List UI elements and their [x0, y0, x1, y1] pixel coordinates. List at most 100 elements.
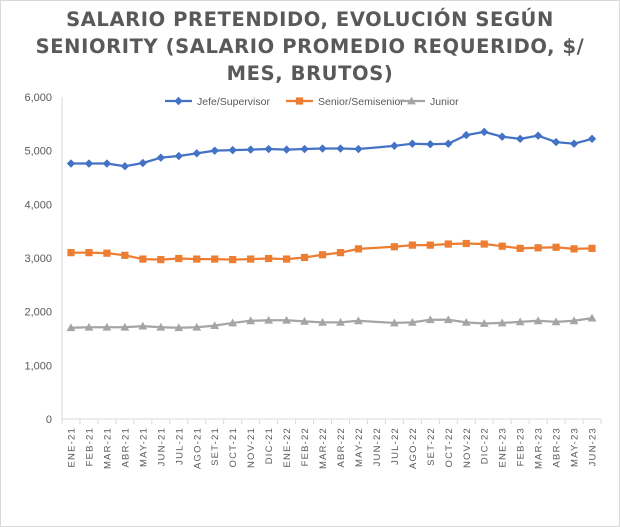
data-point [193, 255, 201, 263]
data-point [174, 323, 184, 332]
chart-title-line-2: SENIORITY (SALARIO PROMEDIO REQUERIDO, $… [35, 35, 585, 58]
y-tick-label: 4,000 [24, 199, 52, 211]
data-point [551, 137, 561, 147]
data-point [138, 158, 148, 168]
x-tick-label: SET-22 [426, 427, 437, 466]
data-point [264, 144, 273, 154]
data-point [479, 319, 489, 327]
x-tick-label: OCT-22 [444, 427, 455, 467]
data-point [84, 159, 94, 168]
data-point [66, 323, 76, 332]
x-tick-label: FEB-23 [516, 427, 527, 466]
data-point [389, 318, 399, 327]
data-point [229, 256, 237, 264]
data-point [570, 245, 578, 253]
x-tick-label: ABR-22 [336, 427, 347, 467]
x-tick-label: JUN-22 [372, 427, 383, 466]
data-point [516, 244, 524, 252]
data-point [84, 322, 94, 331]
data-point [426, 140, 435, 149]
data-point [139, 255, 147, 263]
data-point [210, 321, 220, 330]
data-point [587, 313, 597, 322]
data-point [295, 97, 304, 105]
x-tick-label: ENE-21 [66, 427, 77, 467]
x-tick-label: ENE-22 [282, 427, 293, 467]
series-line [69, 242, 594, 261]
data-point [390, 243, 398, 251]
data-point [282, 255, 291, 263]
data-point [282, 315, 291, 324]
data-point [569, 139, 579, 148]
data-point [138, 321, 148, 330]
data-point [121, 251, 129, 259]
data-point [67, 249, 75, 257]
x-tick-label: SET-21 [210, 427, 221, 466]
data-point [102, 159, 112, 168]
data-point [408, 139, 417, 148]
legend-label: Jefe/Supervisor [197, 96, 270, 108]
data-point [354, 316, 363, 325]
data-point [336, 249, 345, 257]
data-point [336, 144, 345, 153]
x-tick-label: ABR-21 [120, 427, 131, 467]
x-tick-label: JUN-23 [588, 427, 599, 466]
data-point [247, 255, 255, 263]
data-point [462, 239, 470, 248]
chart-title: SALARIO PRETENDIDO, EVOLUCIÓN SEGÚN SENI… [0, 6, 620, 87]
data-point [515, 317, 525, 326]
data-point [174, 151, 183, 161]
data-point [318, 251, 327, 259]
data-point [66, 159, 76, 168]
x-tick-label: NOV-21 [246, 427, 257, 468]
series-line [69, 130, 594, 168]
y-tick-label: 1,000 [24, 360, 52, 372]
y-tick-label: 6,000 [24, 92, 52, 104]
x-tick-label: JUN-21 [156, 427, 167, 466]
data-point [336, 318, 345, 326]
data-point [497, 132, 507, 141]
x-tick-label: ABR-23 [552, 427, 563, 467]
data-point [175, 254, 183, 263]
data-point [120, 322, 130, 331]
chart-title-line-1: SALARIO PRETENDIDO, EVOLUCIÓN SEGÚN [66, 8, 554, 31]
data-point [85, 249, 93, 257]
data-point [354, 144, 363, 154]
chart-title-line-3: MES, BRUTOS) [226, 62, 394, 85]
data-point [228, 318, 238, 327]
data-point [498, 242, 506, 250]
data-point [569, 316, 579, 325]
data-point [228, 145, 237, 155]
x-tick-label: MAY-21 [138, 427, 149, 467]
x-tick-label: OCT-21 [228, 427, 239, 467]
data-point [390, 141, 399, 151]
data-point [210, 146, 219, 155]
data-point [552, 243, 560, 251]
data-point [211, 255, 219, 263]
data-point [102, 322, 112, 331]
data-point [354, 245, 363, 253]
data-point [174, 96, 183, 106]
x-tick-label: MAY-22 [354, 427, 365, 467]
x-tick-label: DIC-21 [264, 427, 275, 464]
x-tick-label: DIC-22 [480, 427, 491, 464]
legend-label: Junior [430, 96, 459, 108]
data-point [246, 145, 255, 154]
data-point [300, 253, 309, 262]
data-point [407, 96, 416, 105]
x-tick-label: JUL-22 [390, 427, 401, 465]
x-tick-label: AGO-21 [192, 427, 203, 469]
data-point [300, 316, 309, 325]
data-point [246, 316, 256, 325]
x-tick-label: FEB-22 [300, 427, 311, 466]
data-point [156, 322, 166, 331]
y-tick-label: 3,000 [24, 253, 52, 265]
data-point [515, 134, 525, 144]
data-point [444, 240, 452, 248]
x-tick-label: MAR-23 [534, 427, 545, 469]
data-point [318, 318, 327, 326]
x-tick-label: ENE-23 [498, 427, 509, 467]
data-point [264, 315, 274, 324]
data-point [480, 240, 488, 248]
